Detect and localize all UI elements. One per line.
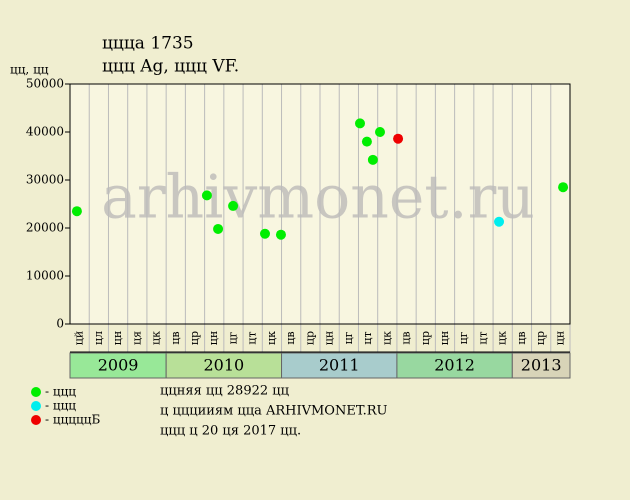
point: [361, 136, 372, 147]
month-label: цл: [92, 331, 105, 345]
month-label: цв: [169, 331, 182, 344]
point: [275, 229, 286, 240]
y-tick-label: 0: [56, 317, 64, 331]
point: [71, 206, 82, 217]
point: [375, 127, 385, 137]
year-label: 2013: [521, 356, 562, 375]
note: ц цццииям ццa ARHIVMONET.RU: [160, 404, 387, 419]
month-label: цк: [496, 331, 509, 345]
month-label: цй: [73, 331, 86, 345]
month-label: цк: [265, 331, 278, 345]
month-label: цт: [361, 331, 374, 344]
month-label: цн: [323, 331, 336, 345]
year-label: 2012: [434, 356, 475, 375]
year-label: 2011: [319, 356, 360, 375]
y-axis-label: цц, цц: [10, 63, 49, 77]
point: [393, 133, 404, 144]
point: [367, 154, 378, 165]
y-tick-label: 40000: [26, 125, 64, 139]
plot-frame: [69, 83, 571, 325]
month-label: цг: [226, 331, 239, 344]
month-label: ця: [130, 331, 143, 345]
chart-subtitle: ццц Ag, ццц VF.: [102, 57, 239, 77]
legend-marker: [31, 401, 41, 411]
month-label: цн: [438, 331, 451, 345]
legend-label: - ццц: [45, 399, 76, 413]
month-label: цн: [553, 331, 566, 345]
note: ццняя цц 28922 цц: [160, 384, 289, 399]
point: [213, 223, 224, 234]
point: [201, 190, 212, 201]
month-label: цн: [111, 331, 124, 345]
month-label: цг: [342, 331, 355, 344]
legend-marker: [31, 387, 41, 397]
chart-title: ццца 1735: [102, 34, 194, 54]
month-label: цк: [380, 331, 393, 345]
point: [355, 118, 365, 129]
y-tick-label: 10000: [26, 269, 64, 283]
month-label: цр: [419, 331, 432, 345]
month-label: цг: [457, 331, 470, 344]
legend-label: - цццццБ: [45, 413, 100, 427]
month-label: цк: [150, 331, 163, 345]
point: [494, 216, 505, 227]
y-tick-label: 30000: [26, 173, 64, 187]
month-label: цв: [284, 331, 297, 344]
year-band: [69, 352, 167, 379]
point: [558, 182, 569, 193]
month-label: цр: [188, 331, 201, 345]
legend-marker: [31, 415, 41, 425]
month-label: цр: [534, 331, 547, 345]
month-label: цт: [476, 331, 489, 344]
month-label: цт: [246, 331, 259, 344]
year-label: 2010: [203, 356, 244, 375]
point: [228, 200, 239, 211]
watermark: arhivmonet.ru: [101, 163, 535, 233]
month-label: цв: [515, 331, 528, 344]
note: ццц ц 20 ця 2017 цц.: [160, 424, 301, 439]
y-tick-label: 20000: [26, 221, 64, 235]
year-band: [511, 352, 571, 379]
point: [260, 228, 270, 239]
legend-label: - ццц: [45, 385, 76, 399]
month-label: цв: [400, 331, 413, 344]
y-tick-label: 50000: [26, 77, 64, 91]
month-label: цр: [303, 331, 316, 345]
year-label: 2009: [98, 356, 139, 375]
month-label: цн: [207, 331, 220, 345]
